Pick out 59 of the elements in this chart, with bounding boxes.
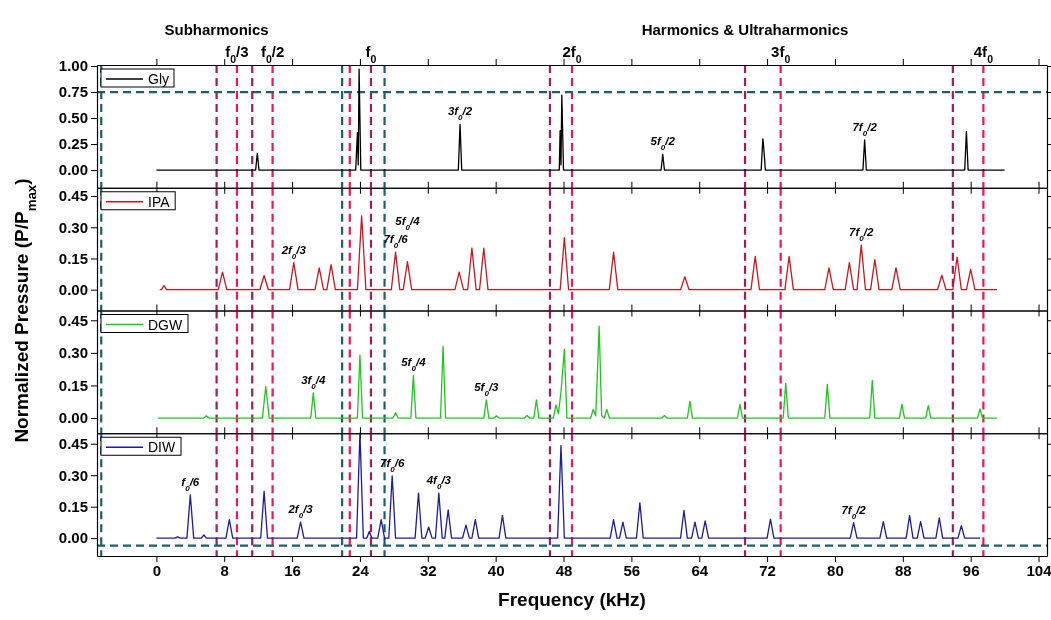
x-tick-label: 24 xyxy=(352,561,370,579)
x-tick-label: 8 xyxy=(220,561,229,579)
annotation: 5f$_{0}$/3 xyxy=(474,381,500,398)
x-tick-label: 104 xyxy=(1026,561,1051,579)
annotation: 7f$_{0}$/2 xyxy=(841,503,867,521)
y-tick-label: 0.75 xyxy=(58,83,88,101)
x-tick-label: 96 xyxy=(962,561,980,579)
ref-line-label: 3f$_{0}$ xyxy=(771,43,791,65)
annotation: 5f$_{0}$/4 xyxy=(395,214,421,232)
legend-label: DGW xyxy=(148,316,183,333)
x-tick-label: 40 xyxy=(487,561,505,579)
annotation: 3f$_{0}$/4 xyxy=(301,373,327,391)
legend-label: DIW xyxy=(148,439,176,456)
y-tick-label: 0.15 xyxy=(58,376,88,394)
y-tick-label: 0.00 xyxy=(58,529,88,547)
annotation: 7f$_{0}$/6 xyxy=(383,233,409,250)
y-tick-label: 0.45 xyxy=(58,187,88,205)
y-tick-label: 1.00 xyxy=(58,57,88,75)
x-tick-label: 16 xyxy=(284,561,301,579)
y-tick-label: 0.25 xyxy=(58,135,88,153)
annotation: 5f$_{0}$/2 xyxy=(650,135,676,152)
y-tick-label: 0.50 xyxy=(58,109,88,127)
x-tick-label: 64 xyxy=(691,561,709,579)
y-tick-label: 0.45 xyxy=(58,435,88,453)
annotation: 5f$_{0}$/4 xyxy=(401,356,427,373)
ref-line-label: f$_{0}$/2 xyxy=(260,43,285,65)
y-tick-label: 0.00 xyxy=(58,280,88,298)
y-tick-label: 0.45 xyxy=(58,311,88,329)
annotation: 2f$_{0}$/3 xyxy=(280,243,307,261)
y-tick-label: 0.30 xyxy=(58,466,88,484)
annotation: 4f$_{0}$/3 xyxy=(425,474,452,491)
ref-line-label: Harmonics & Ultraharmonics xyxy=(641,21,849,38)
y-tick-label: 0.15 xyxy=(58,249,88,267)
x-axis-title: Frequency (kHz) xyxy=(498,589,646,610)
x-tick-label: 88 xyxy=(894,561,912,579)
line-series xyxy=(159,215,998,291)
annotation: f$_{0}$/6 xyxy=(181,475,200,493)
ref-line-label: f$_{0}$ xyxy=(365,43,377,65)
annotation: 7f$_{0}$/2 xyxy=(849,226,874,243)
y-tick-label: 0.00 xyxy=(58,409,88,427)
annotation: 7f$_{0}$/2 xyxy=(852,120,878,138)
legend-label: IPA xyxy=(148,193,171,210)
ref-line-label: 2f$_{0}$ xyxy=(562,43,582,65)
annotation: 2f$_{0}$/3 xyxy=(287,503,314,520)
y-tick-label: 0.30 xyxy=(58,218,88,236)
ref-line-label: f$_{0}$/3 xyxy=(225,43,249,65)
x-tick-label: 32 xyxy=(419,561,437,579)
ref-line-label: Subharmonics xyxy=(164,21,269,38)
x-tick-label: 72 xyxy=(759,561,776,579)
x-tick-label: 0 xyxy=(152,561,162,579)
ref-line-label: 4f$_{0}$ xyxy=(973,43,994,65)
x-tick-label: 56 xyxy=(623,561,641,579)
x-tick-label: 80 xyxy=(827,561,844,579)
legend-label: Gly xyxy=(148,71,169,87)
annotation: 3f$_{0}$/2 xyxy=(447,105,473,122)
x-tick-label: 48 xyxy=(555,561,573,579)
y-tick-label: 0.15 xyxy=(58,497,88,515)
y-tick-label: 0.30 xyxy=(58,344,88,362)
y-tick-label: 0.00 xyxy=(58,161,88,179)
